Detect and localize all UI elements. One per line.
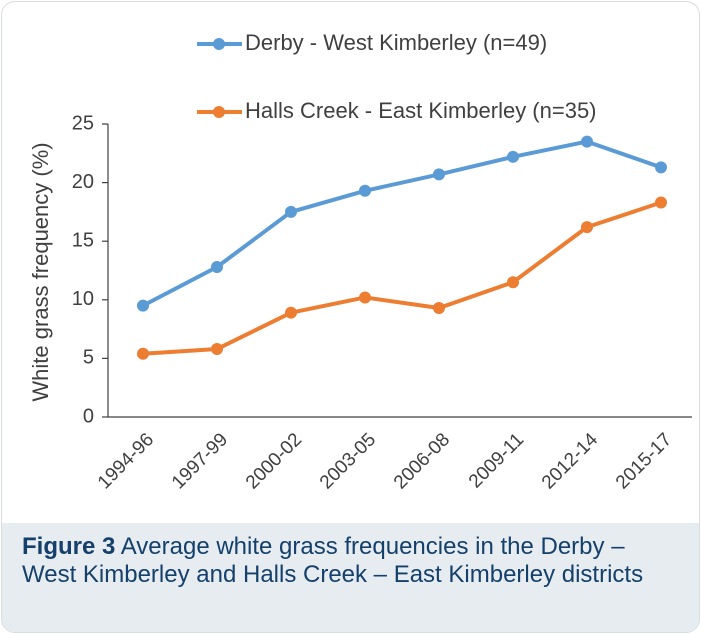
- point: [211, 343, 223, 356]
- x-tick-label: 2000-02: [242, 429, 306, 493]
- point: [285, 205, 297, 218]
- y-tick-label: 15: [72, 229, 94, 251]
- point: [507, 150, 519, 163]
- point: [655, 196, 667, 209]
- point: [507, 276, 519, 289]
- point: [285, 306, 297, 319]
- x-tick-label: 2003-05: [316, 429, 380, 493]
- chart: White grass frequency (%) 0 5 10 15 20 25 1994…: [28, 30, 692, 493]
- point: [211, 260, 223, 273]
- caption-label: Figure 3: [22, 533, 116, 560]
- x-tick-label: 2012-14: [538, 429, 602, 493]
- legend-label: Halls Creek - East Kimberley (n=35): [245, 98, 597, 123]
- caption-text: Average white grass frequencies in the D…: [22, 533, 644, 588]
- x-tick-label: 2009-11: [465, 429, 528, 492]
- x-tick-label: 2015-17: [612, 429, 676, 493]
- y-tick-label: 25: [72, 112, 94, 134]
- legend-label: Derby - West Kimberley (n=49): [245, 30, 547, 55]
- y-axis-label: White grass frequency (%): [28, 142, 53, 401]
- series-line: [142, 200, 662, 356]
- point: [359, 184, 371, 197]
- x-tick-label: 2006-08: [390, 429, 454, 493]
- y-tick-label: 5: [83, 347, 94, 369]
- caption: Figure 3 Average white grass frequencies…: [2, 523, 699, 632]
- point: [581, 135, 593, 148]
- y-tick-label: 20: [72, 171, 94, 193]
- point: [655, 161, 667, 174]
- y-tick-label: 10: [72, 288, 94, 310]
- y-tick-label: 0: [83, 405, 94, 427]
- series-line: [142, 139, 662, 308]
- point: [433, 302, 445, 315]
- point: [433, 168, 445, 181]
- point: [359, 291, 371, 304]
- legend-marker: [213, 106, 225, 118]
- x-tick-label: 1994-96: [94, 429, 158, 493]
- legend-marker: [213, 38, 225, 50]
- x-tick-label: 1997-99: [168, 429, 232, 493]
- point: [137, 299, 149, 312]
- point: [137, 347, 149, 360]
- point: [581, 221, 593, 234]
